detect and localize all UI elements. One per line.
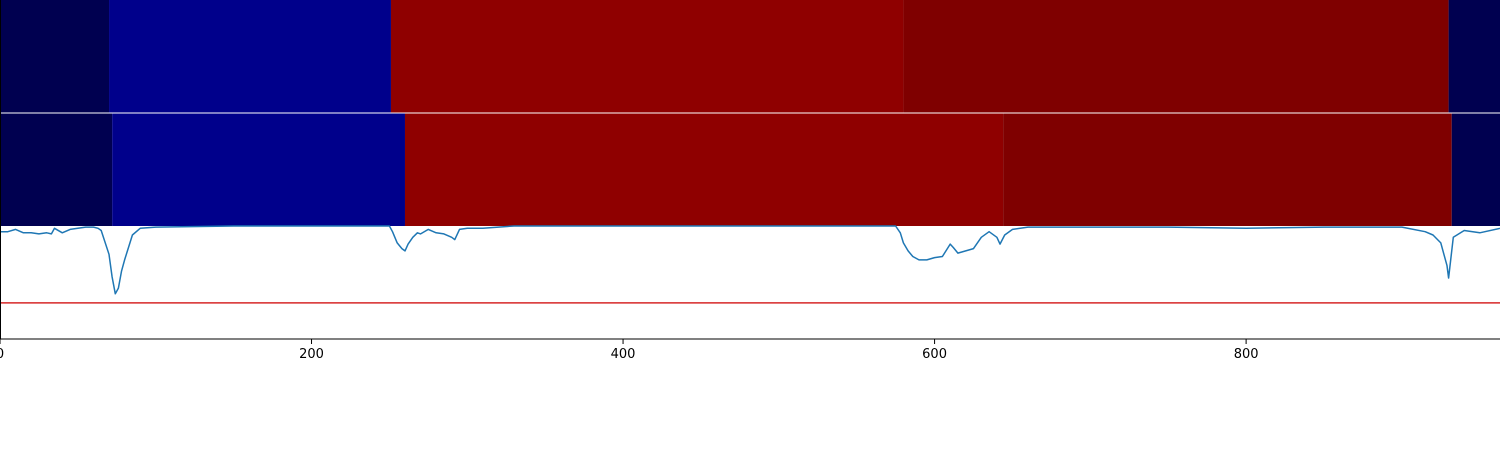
x-tick-label-4: 800 <box>1234 347 1259 362</box>
series-line-0 <box>0 225 1500 295</box>
heatmap-2-segment-3 <box>1003 113 1452 226</box>
x-tick-label-0: 0 <box>0 347 4 362</box>
x-tick-label-2: 400 <box>611 347 636 362</box>
heatmap-2-segment-0 <box>0 113 113 226</box>
x-tick-label-1: 200 <box>299 347 324 362</box>
heatmap-2-segment-1 <box>112 113 405 226</box>
x-tick-label-3: 600 <box>922 347 947 362</box>
x-axis: 0 200 400 600 800 <box>0 339 1259 362</box>
line-panel <box>0 0 1500 340</box>
heatmap-1-segment-3 <box>903 0 1449 113</box>
heatmap-1-segment-4 <box>1448 0 1500 113</box>
heatmap-1-segment-0 <box>0 0 110 113</box>
heatmap-2 <box>0 113 1500 226</box>
heatmap-1-segment-1 <box>109 0 391 113</box>
heatmap-1 <box>0 0 1500 113</box>
heatmap-1-segment-2 <box>390 0 904 113</box>
heatmap-2-segment-4 <box>1451 113 1500 226</box>
heatmap-2-segment-2 <box>404 113 1004 226</box>
